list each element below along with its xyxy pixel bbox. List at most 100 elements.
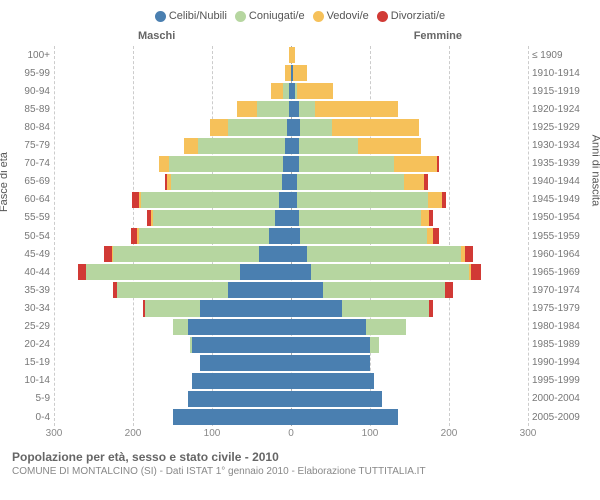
legend-item: Divorziati/e: [377, 10, 445, 22]
bar-row: [54, 281, 528, 299]
female-bar: [291, 409, 528, 425]
birth-year-label: 1985-1989: [528, 339, 592, 350]
segment-cel: [291, 138, 299, 154]
segment-con: [141, 192, 279, 208]
segment-cel: [291, 210, 299, 226]
segment-con: [171, 174, 282, 190]
segment-ved: [237, 101, 257, 117]
segment-div: [465, 246, 473, 262]
bar-row: [54, 173, 528, 191]
segment-con: [173, 319, 189, 335]
segment-cel: [279, 192, 291, 208]
age-label: 0-4: [8, 412, 54, 423]
legend-swatch: [313, 11, 324, 22]
age-label: 5-9: [8, 393, 54, 404]
birth-year-label: 1970-1974: [528, 285, 592, 296]
male-bar: [54, 101, 291, 117]
age-label: 55-59: [8, 212, 54, 223]
birth-year-label: 1980-1984: [528, 321, 592, 332]
segment-cel: [200, 300, 291, 316]
bar-row: [54, 245, 528, 263]
bar-row: [54, 46, 528, 64]
segment-ved: [332, 119, 419, 135]
age-label: 95-99: [8, 68, 54, 79]
segment-con: [228, 119, 287, 135]
plot-area: Fasce di età Anni di nascita 100+95-9990…: [8, 46, 592, 426]
age-label: 65-69: [8, 176, 54, 187]
header-male: Maschi: [138, 30, 175, 42]
segment-cel: [200, 355, 291, 371]
birth-year-label: 1930-1934: [528, 140, 592, 151]
male-bar: [54, 373, 291, 389]
segment-cel: [188, 319, 291, 335]
male-bar: [54, 319, 291, 335]
segment-cel: [291, 246, 307, 262]
segment-cel: [188, 391, 291, 407]
segment-ved: [315, 101, 398, 117]
segment-div: [445, 282, 453, 298]
segment-cel: [291, 119, 300, 135]
segment-con: [299, 210, 421, 226]
segment-ved: [291, 47, 295, 63]
segment-con: [113, 246, 259, 262]
birth-labels-column: ≤ 19091910-19141915-19191920-19241925-19…: [528, 46, 592, 426]
x-tick-label: 300: [46, 428, 63, 439]
segment-cel: [291, 101, 299, 117]
legend-item: Coniugati/e: [235, 10, 305, 22]
bar-row: [54, 299, 528, 317]
segment-con: [86, 264, 240, 280]
segment-ved: [404, 174, 424, 190]
segment-div: [433, 228, 439, 244]
female-bar: [291, 138, 528, 154]
segment-cel: [291, 337, 370, 353]
age-label: 35-39: [8, 285, 54, 296]
age-label: 80-84: [8, 122, 54, 133]
bar-row: [54, 64, 528, 82]
segment-cel: [269, 228, 291, 244]
bar-row: [54, 408, 528, 426]
bar-row: [54, 263, 528, 281]
segment-cel: [240, 264, 291, 280]
age-label: 20-24: [8, 339, 54, 350]
segment-cel: [291, 228, 300, 244]
segment-con: [366, 319, 405, 335]
segment-con: [299, 138, 358, 154]
female-bar: [291, 101, 528, 117]
age-label: 60-64: [8, 194, 54, 205]
birth-year-label: 1915-1919: [528, 86, 592, 97]
legend-label: Divorziati/e: [391, 10, 445, 22]
age-label: 10-14: [8, 375, 54, 386]
segment-ved: [184, 138, 198, 154]
segment-div: [104, 246, 112, 262]
birth-year-label: 1935-1939: [528, 158, 592, 169]
segment-cel: [282, 174, 291, 190]
bar-row: [54, 155, 528, 173]
age-label: 90-94: [8, 86, 54, 97]
segment-cel: [291, 300, 342, 316]
female-bar: [291, 156, 528, 172]
birth-year-label: 1990-1994: [528, 357, 592, 368]
female-bar: [291, 47, 528, 63]
legend-item: Celibi/Nubili: [155, 10, 227, 22]
segment-con: [297, 174, 404, 190]
male-bar: [54, 138, 291, 154]
segment-con: [169, 156, 284, 172]
segment-con: [300, 228, 426, 244]
legend-label: Vedovi/e: [327, 10, 369, 22]
segment-con: [299, 101, 315, 117]
male-bar: [54, 65, 291, 81]
segment-con: [117, 282, 228, 298]
segment-con: [257, 101, 289, 117]
female-bar: [291, 373, 528, 389]
birth-year-label: 1975-1979: [528, 303, 592, 314]
segment-cel: [291, 264, 311, 280]
female-bar: [291, 228, 528, 244]
legend-label: Coniugati/e: [249, 10, 305, 22]
segment-ved: [297, 83, 333, 99]
segment-cel: [192, 373, 291, 389]
header-female: Femmine: [414, 30, 462, 42]
age-label: 85-89: [8, 104, 54, 115]
x-tick-label: 200: [441, 428, 458, 439]
birth-year-label: 1925-1929: [528, 122, 592, 133]
female-bar: [291, 210, 528, 226]
